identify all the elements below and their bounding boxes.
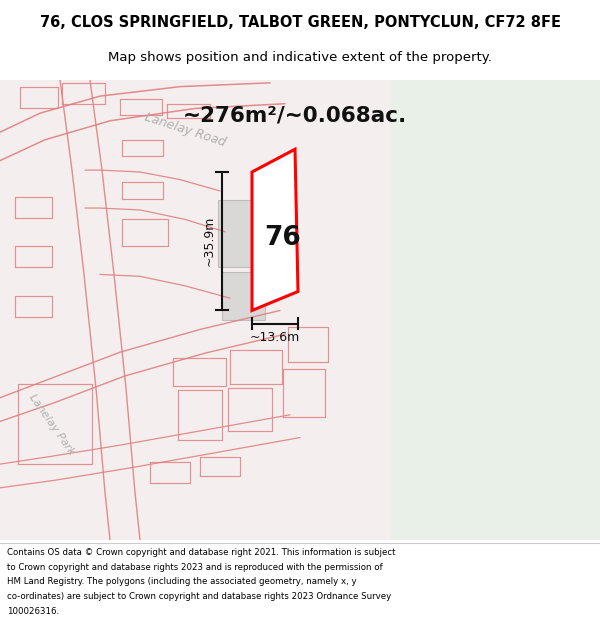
Polygon shape — [218, 201, 268, 267]
Text: 76, CLOS SPRINGFIELD, TALBOT GREEN, PONTYCLUN, CF72 8FE: 76, CLOS SPRINGFIELD, TALBOT GREEN, PONT… — [40, 15, 560, 30]
Text: 100026316.: 100026316. — [7, 607, 59, 616]
Text: Lanelay Road: Lanelay Road — [143, 111, 227, 149]
Text: ~35.9m: ~35.9m — [203, 216, 215, 266]
Bar — [390, 80, 600, 540]
Text: to Crown copyright and database rights 2023 and is reproduced with the permissio: to Crown copyright and database rights 2… — [7, 562, 383, 571]
Text: Contains OS data © Crown copyright and database right 2021. This information is : Contains OS data © Crown copyright and d… — [7, 548, 396, 557]
Text: co-ordinates) are subject to Crown copyright and database rights 2023 Ordnance S: co-ordinates) are subject to Crown copyr… — [7, 592, 391, 601]
Bar — [0, 80, 390, 540]
Text: ~276m²/~0.068ac.: ~276m²/~0.068ac. — [183, 105, 407, 125]
Text: ~13.6m: ~13.6m — [250, 331, 300, 344]
Polygon shape — [252, 149, 298, 311]
Text: HM Land Registry. The polygons (including the associated geometry, namely x, y: HM Land Registry. The polygons (includin… — [7, 578, 357, 586]
Text: Lanelay Park: Lanelay Park — [27, 392, 77, 457]
Text: 76: 76 — [265, 226, 301, 251]
Polygon shape — [222, 272, 265, 320]
Text: Map shows position and indicative extent of the property.: Map shows position and indicative extent… — [108, 51, 492, 64]
